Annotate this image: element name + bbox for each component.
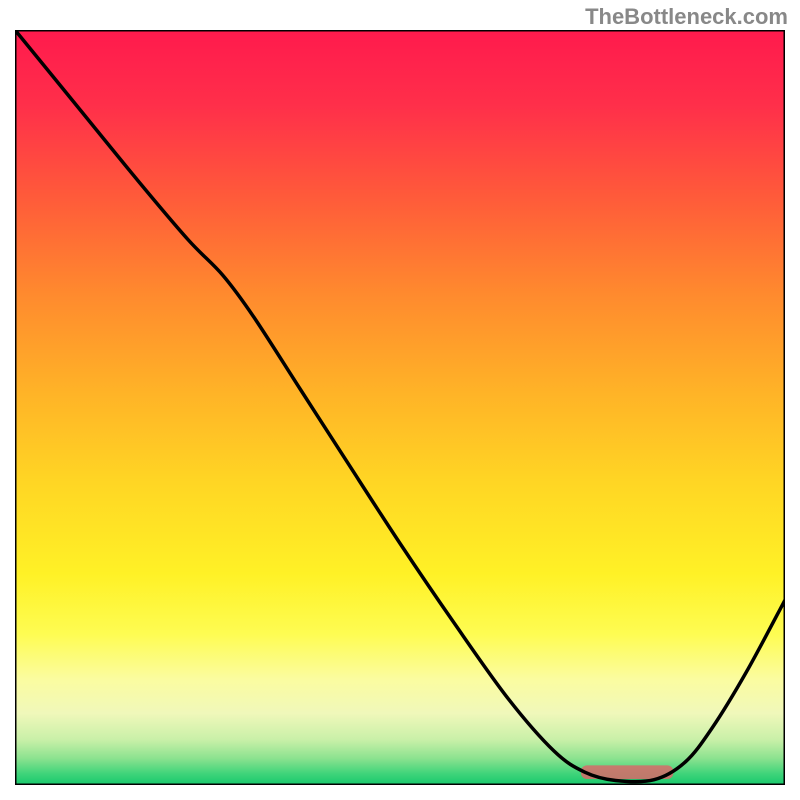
chart-svg bbox=[15, 30, 785, 785]
gradient-background bbox=[15, 30, 785, 785]
watermark-text: TheBottleneck.com bbox=[585, 4, 788, 30]
bottleneck-chart bbox=[15, 30, 785, 785]
